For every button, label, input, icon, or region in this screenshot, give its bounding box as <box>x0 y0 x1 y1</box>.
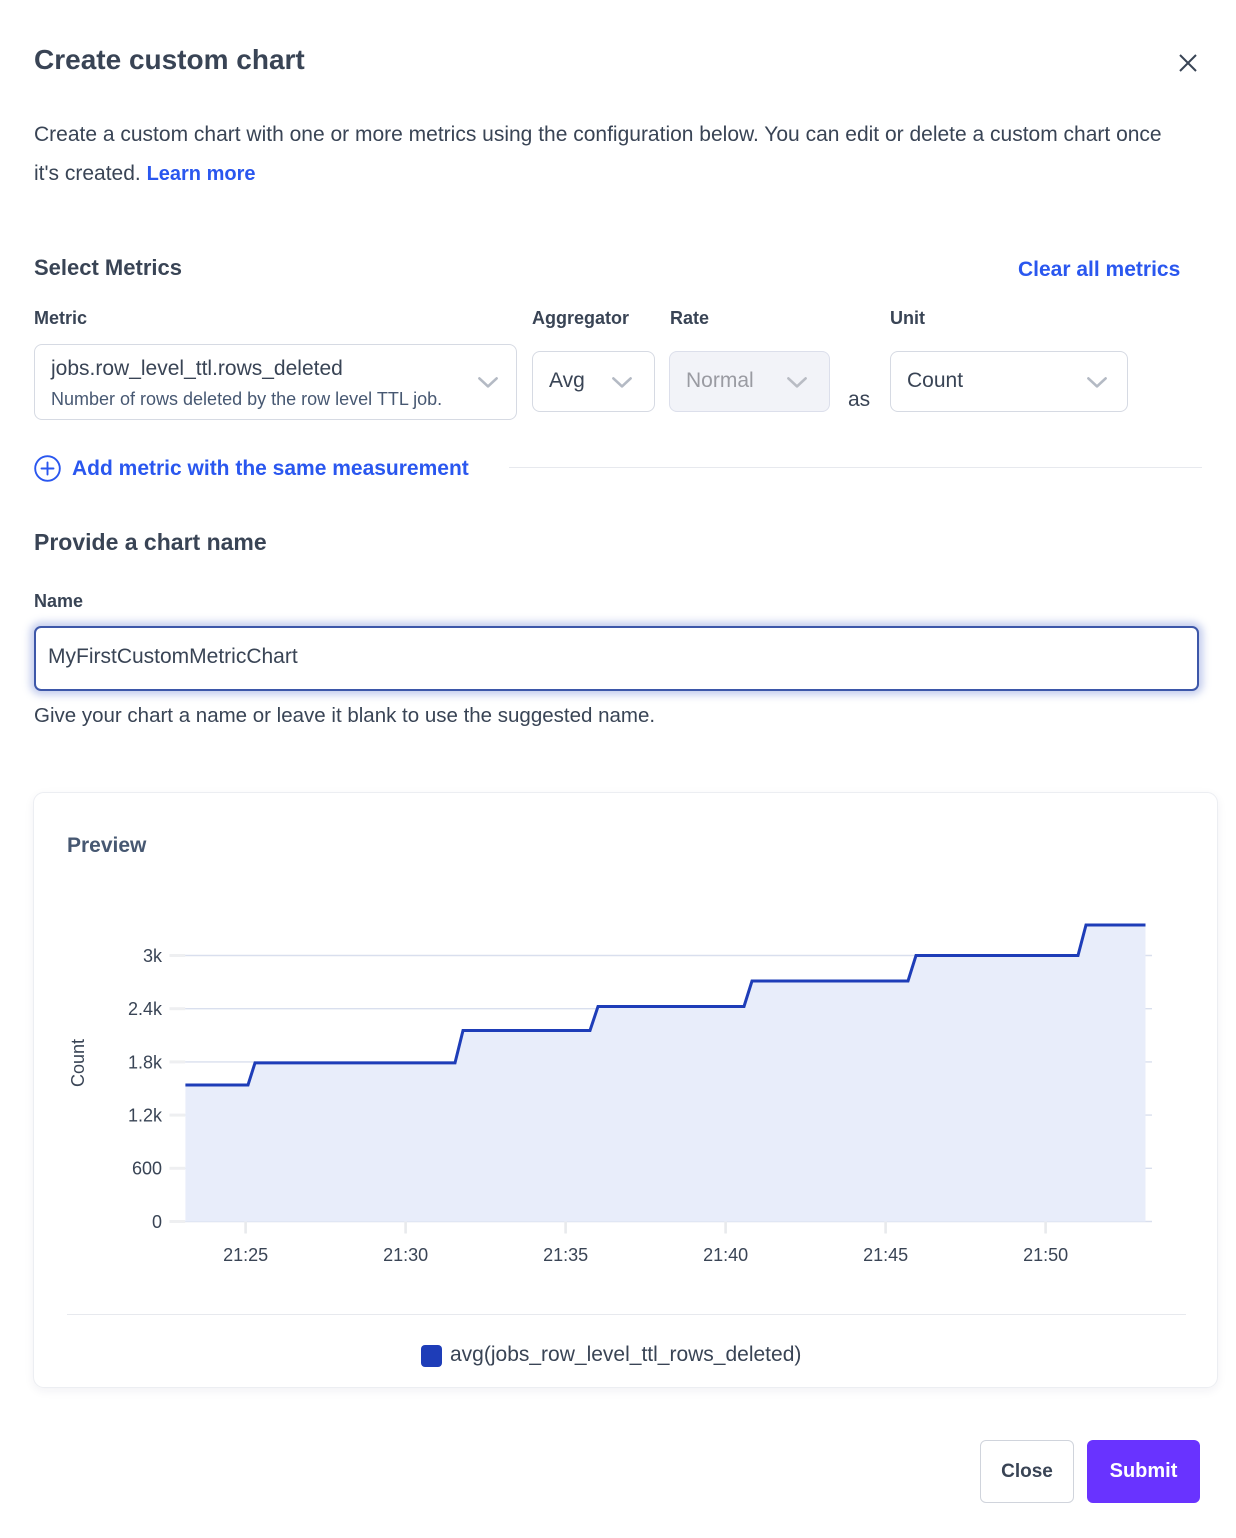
svg-text:21:25: 21:25 <box>223 1245 268 1265</box>
svg-text:1.8k: 1.8k <box>128 1052 163 1072</box>
svg-text:21:50: 21:50 <box>1023 1245 1068 1265</box>
svg-text:3k: 3k <box>143 946 163 966</box>
svg-text:600: 600 <box>132 1159 162 1179</box>
svg-text:Count: Count <box>68 1039 88 1087</box>
svg-text:21:30: 21:30 <box>383 1245 428 1265</box>
svg-text:1.2k: 1.2k <box>128 1106 163 1126</box>
svg-text:2.4k: 2.4k <box>128 999 163 1019</box>
svg-text:21:40: 21:40 <box>703 1245 748 1265</box>
svg-text:21:35: 21:35 <box>543 1245 588 1265</box>
svg-text:21:45: 21:45 <box>863 1245 908 1265</box>
svg-text:0: 0 <box>152 1212 162 1232</box>
